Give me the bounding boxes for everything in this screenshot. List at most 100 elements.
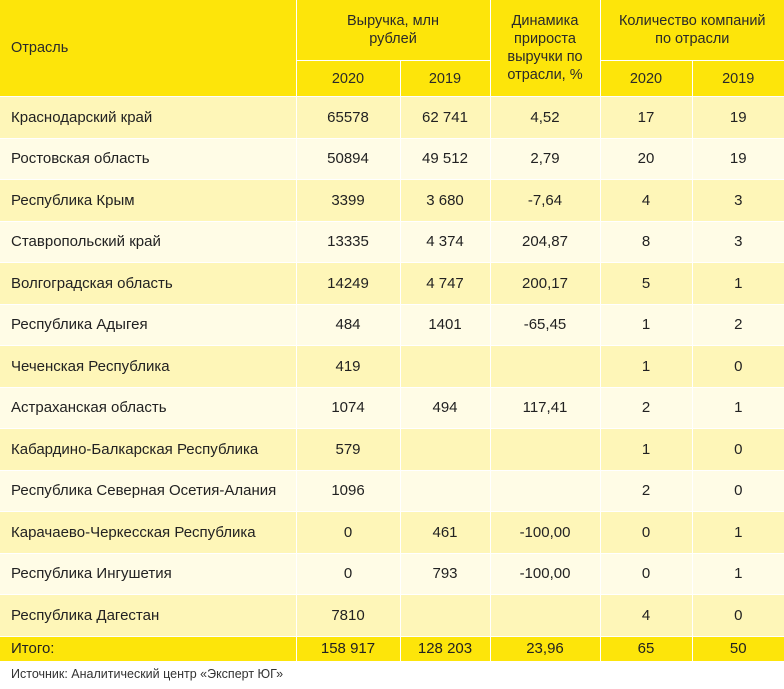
header-growth-text: Динамика прироста выручки по отрасли, % (507, 13, 583, 83)
table-row: Республика Крым 3399 3 680 -7,64 4 3 (0, 179, 784, 222)
table-row: Республика Ингушетия 0 793 -100,00 0 1 (0, 553, 784, 595)
cell-revenue-2020: 579 (296, 428, 401, 471)
source-note: Источник: Аналитический центр «Эксперт Ю… (11, 666, 284, 681)
cell-revenue-2019 (400, 594, 491, 637)
header-revenue-text: Выручка, млн рублей (346, 13, 440, 47)
cell-companies-2019: 1 (692, 387, 784, 429)
cell-revenue-2020: 1096 (296, 470, 401, 512)
total-label: Итого: (0, 636, 297, 661)
table-header: Отрасль Выручка, млн рублей Динамика при… (0, 0, 784, 97)
header-companies-2020: 2020 (600, 60, 693, 97)
cell-revenue-2019: 3 680 (400, 179, 491, 222)
cell-companies-2020: 5 (600, 262, 693, 305)
cell-growth: 4,52 (490, 96, 601, 139)
cell-growth: -100,00 (490, 553, 601, 595)
cell-companies-2020: 0 (600, 511, 693, 554)
header-companies-2019: 2019 (692, 60, 784, 97)
cell-growth: -100,00 (490, 511, 601, 554)
cell-region: Чеченская Республика (0, 345, 297, 388)
total-companies-2020: 65 (600, 636, 693, 661)
revenue-table: Отрасль Выручка, млн рублей Динамика при… (0, 0, 784, 661)
cell-region: Республика Адыгея (0, 304, 297, 346)
cell-companies-2019: 1 (692, 553, 784, 595)
cell-growth: 117,41 (490, 387, 601, 429)
cell-revenue-2019 (400, 428, 491, 471)
header-companies: Количество компаний по отрасли (600, 0, 784, 61)
cell-growth: -7,64 (490, 179, 601, 222)
table-row: Карачаево-Черкесская Республика 0 461 -1… (0, 511, 784, 554)
cell-growth (490, 594, 601, 637)
cell-revenue-2020: 1074 (296, 387, 401, 429)
cell-revenue-2019: 1401 (400, 304, 491, 346)
cell-revenue-2019: 793 (400, 553, 491, 595)
cell-companies-2020: 2 (600, 387, 693, 429)
table-row: Краснодарский край 65578 62 741 4,52 17 … (0, 96, 784, 139)
table-row: Кабардино-Балкарская Республика 579 1 0 (0, 428, 784, 471)
cell-companies-2020: 4 (600, 594, 693, 637)
cell-revenue-2020: 419 (296, 345, 401, 388)
table-row: Ставропольский край 13335 4 374 204,87 8… (0, 221, 784, 263)
cell-revenue-2020: 484 (296, 304, 401, 346)
cell-region: Астраханская область (0, 387, 297, 429)
cell-companies-2019: 3 (692, 221, 784, 263)
cell-revenue-2020: 14249 (296, 262, 401, 305)
cell-companies-2020: 20 (600, 138, 693, 180)
header-growth: Динамика прироста выручки по отрасли, % (490, 0, 601, 97)
cell-companies-2020: 1 (600, 345, 693, 388)
table-row: Республика Адыгея 484 1401 -65,45 1 2 (0, 304, 784, 346)
cell-companies-2019: 2 (692, 304, 784, 346)
cell-growth: 200,17 (490, 262, 601, 305)
cell-region: Республика Крым (0, 179, 297, 222)
table-row: Республика Дагестан 7810 4 0 (0, 594, 784, 637)
cell-companies-2020: 8 (600, 221, 693, 263)
cell-companies-2020: 1 (600, 304, 693, 346)
cell-companies-2020: 0 (600, 553, 693, 595)
cell-companies-2019: 19 (692, 138, 784, 180)
table-row: Ростовская область 50894 49 512 2,79 20 … (0, 138, 784, 180)
cell-growth (490, 345, 601, 388)
header-revenue: Выручка, млн рублей (296, 0, 491, 61)
cell-revenue-2019: 4 374 (400, 221, 491, 263)
cell-revenue-2020: 13335 (296, 221, 401, 263)
cell-revenue-2019 (400, 470, 491, 512)
cell-region: Республика Северная Осетия-Алания (0, 470, 297, 512)
cell-region: Ставропольский край (0, 221, 297, 263)
cell-growth: 2,79 (490, 138, 601, 180)
table-body: Краснодарский край 65578 62 741 4,52 17 … (0, 96, 784, 637)
cell-revenue-2019: 62 741 (400, 96, 491, 139)
cell-region: Ростовская область (0, 138, 297, 180)
cell-region: Республика Дагестан (0, 594, 297, 637)
cell-companies-2019: 1 (692, 511, 784, 554)
table-row: Волгоградская область 14249 4 747 200,17… (0, 262, 784, 305)
cell-region: Кабардино-Балкарская Республика (0, 428, 297, 471)
cell-revenue-2019: 49 512 (400, 138, 491, 180)
table-row: Чеченская Республика 419 1 0 (0, 345, 784, 388)
cell-companies-2019: 1 (692, 262, 784, 305)
total-companies-2019: 50 (692, 636, 784, 661)
cell-companies-2019: 19 (692, 96, 784, 139)
cell-growth: 204,87 (490, 221, 601, 263)
table-footer: Итого: 158 917 128 203 23,96 65 50 (0, 636, 784, 661)
cell-companies-2019: 3 (692, 179, 784, 222)
cell-companies-2020: 17 (600, 96, 693, 139)
cell-companies-2019: 0 (692, 345, 784, 388)
cell-growth (490, 428, 601, 471)
cell-region: Республика Ингушетия (0, 553, 297, 595)
header-region: Отрасль (0, 0, 297, 97)
cell-revenue-2020: 0 (296, 553, 401, 595)
table-row: Республика Северная Осетия-Алания 1096 2… (0, 470, 784, 512)
cell-revenue-2020: 0 (296, 511, 401, 554)
cell-revenue-2019: 4 747 (400, 262, 491, 305)
total-revenue-2020: 158 917 (296, 636, 401, 661)
cell-revenue-2020: 50894 (296, 138, 401, 180)
cell-companies-2020: 2 (600, 470, 693, 512)
cell-revenue-2019 (400, 345, 491, 388)
cell-revenue-2020: 7810 (296, 594, 401, 637)
cell-growth (490, 470, 601, 512)
cell-growth: -65,45 (490, 304, 601, 346)
cell-revenue-2019: 461 (400, 511, 491, 554)
header-revenue-2019: 2019 (400, 60, 491, 97)
cell-companies-2020: 1 (600, 428, 693, 471)
cell-companies-2020: 4 (600, 179, 693, 222)
